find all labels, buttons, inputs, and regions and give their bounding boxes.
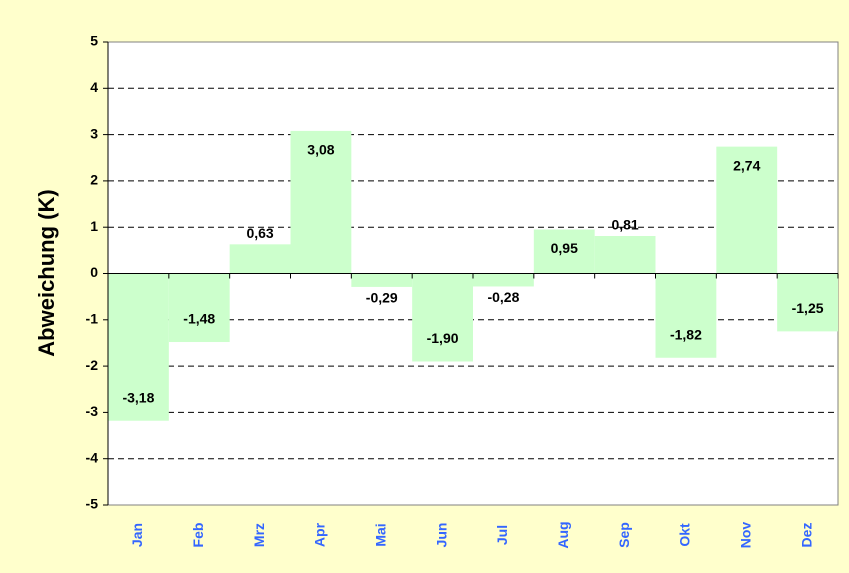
y-tick-label: -4 <box>86 449 99 465</box>
y-tick-label: 4 <box>90 79 98 95</box>
x-tick-label: Mai <box>372 523 388 546</box>
value-label: -1,48 <box>183 311 215 327</box>
bar <box>108 273 169 421</box>
x-tick-label: Apr <box>312 522 328 547</box>
value-label: -0,28 <box>487 289 519 305</box>
value-label: 0,63 <box>246 225 273 241</box>
value-label: -3,18 <box>122 389 154 405</box>
value-label: -1,25 <box>792 300 824 316</box>
bar <box>473 273 534 287</box>
bar <box>290 130 352 274</box>
bar <box>168 273 230 343</box>
y-tick-label: -5 <box>86 496 99 512</box>
value-label: 0,95 <box>551 240 578 256</box>
x-tick-label: Dez <box>798 523 814 548</box>
y-tick-label: 3 <box>90 125 98 141</box>
y-tick-label: 0 <box>90 264 98 280</box>
x-tick-label: Okt <box>677 523 693 547</box>
x-tick-label: Jan <box>129 523 145 547</box>
x-tick-label: Jul <box>494 525 510 545</box>
bar <box>655 273 717 358</box>
x-tick-label: Nov <box>737 522 753 549</box>
x-tick-label: Feb <box>190 523 206 548</box>
value-label: -1,82 <box>670 326 702 342</box>
bar <box>229 244 291 274</box>
value-label: 2,74 <box>733 157 760 173</box>
value-label: -1,90 <box>427 330 459 346</box>
bar <box>777 273 838 332</box>
y-tick-label: 1 <box>90 218 98 234</box>
bar <box>594 235 656 274</box>
x-tick-label: Mrz <box>251 523 267 547</box>
value-label: 3,08 <box>307 142 334 158</box>
value-label: 0,81 <box>611 217 638 233</box>
x-tick-label: Sep <box>616 522 632 548</box>
y-tick-label: 2 <box>90 172 98 188</box>
y-tick-label: -1 <box>86 311 99 327</box>
bar <box>351 273 413 287</box>
value-label: -0,29 <box>366 290 398 306</box>
y-tick-label: -3 <box>86 403 99 419</box>
y-axis-label: Abweichung (K) <box>34 189 59 356</box>
bar <box>716 146 778 274</box>
x-tick-label: Aug <box>555 521 571 548</box>
bar <box>533 229 595 274</box>
x-tick-label: Jun <box>433 523 449 548</box>
y-tick-label: -2 <box>86 357 99 373</box>
y-tick-label: 5 <box>90 33 98 49</box>
bar <box>412 273 473 362</box>
